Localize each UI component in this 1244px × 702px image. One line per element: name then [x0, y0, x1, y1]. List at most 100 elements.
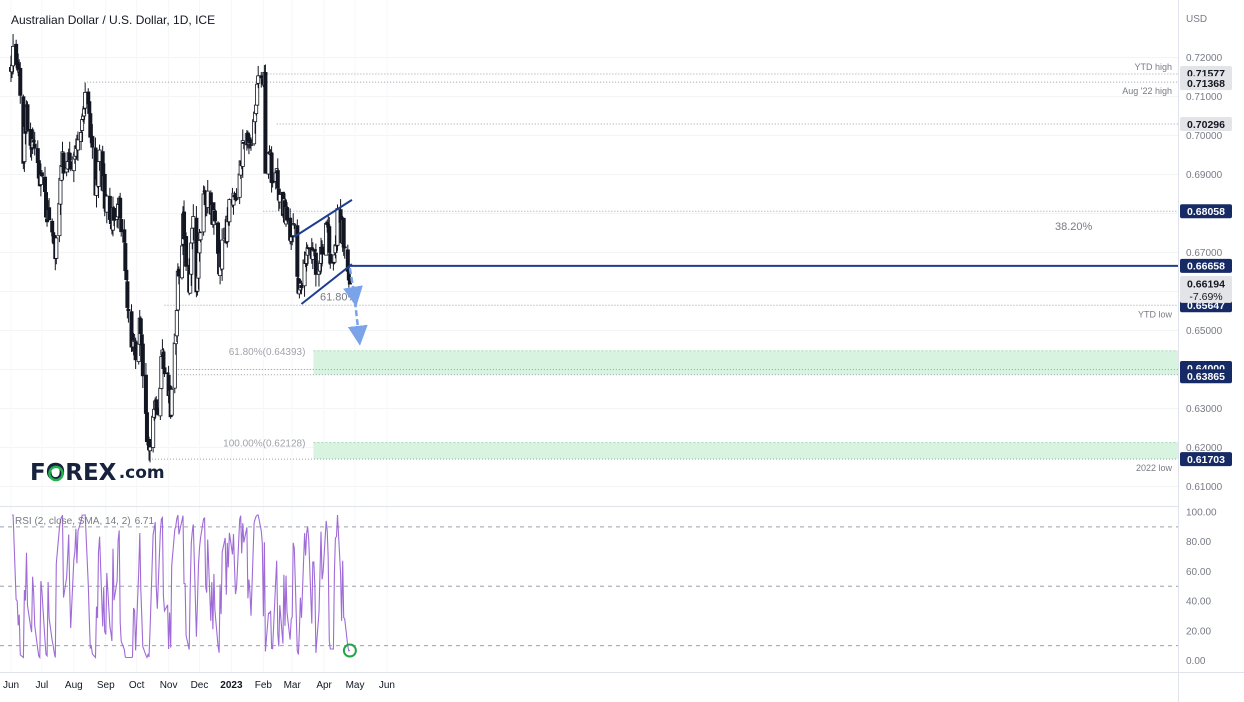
current-price-change: -7.69% — [1189, 291, 1222, 303]
candle-body — [292, 223, 297, 226]
time-tick-label: Feb — [255, 680, 273, 691]
candle-body — [255, 83, 260, 106]
time-tick-label: Mar — [284, 680, 302, 691]
price-tick-label: 0.71000 — [1186, 92, 1223, 103]
candlesticks — [8, 34, 352, 463]
logo-suffix: .com — [119, 463, 165, 483]
candle-body — [162, 367, 167, 375]
candle-body — [184, 236, 189, 267]
time-tick-label: Jul — [36, 680, 49, 691]
rsi-value: 6.71 — [135, 516, 155, 527]
price-tick-label: 0.69000 — [1186, 170, 1223, 181]
time-tick-label: Sep — [97, 680, 115, 691]
candle-body — [18, 67, 23, 96]
current-price-badge — [1180, 275, 1232, 303]
candle-body — [313, 252, 318, 275]
rsi-oversold-marker — [342, 643, 357, 658]
rsi-tick-label: 40.00 — [1186, 597, 1211, 608]
time-tick-label: Apr — [316, 680, 332, 691]
candle-body — [138, 318, 143, 335]
candle-body — [174, 310, 179, 337]
logo-wordmark: FOREX — [30, 460, 117, 486]
candle-body — [240, 140, 245, 167]
candle-body — [291, 223, 296, 237]
rsi-tick-label: 80.00 — [1186, 537, 1211, 548]
price-tick-label: 0.63000 — [1186, 404, 1223, 415]
candle-body — [118, 197, 123, 219]
candle-body — [332, 254, 337, 263]
time-tick-label: 2023 — [220, 680, 243, 691]
time-tick-label: Aug — [65, 680, 83, 691]
candle-body — [126, 308, 131, 312]
candle-body — [165, 372, 170, 375]
rsi-indicator: RSI (2, close, SMA, 14, 2) 6.71 — [0, 514, 1178, 660]
candle-body — [220, 239, 225, 270]
level-label: Aug '22 high — [1122, 86, 1172, 96]
candle-body — [295, 225, 300, 277]
candle-body — [50, 220, 55, 233]
time-tick-label: Jun — [3, 680, 19, 691]
price-badges: 0.715770.713680.702960.680580.666580.656… — [1180, 65, 1232, 467]
candle-body — [158, 387, 163, 417]
candle-body — [247, 139, 252, 144]
price-badge — [1180, 452, 1232, 467]
price-badge-text: 0.70296 — [1187, 119, 1225, 131]
price-tick-label: 0.67000 — [1186, 248, 1223, 259]
target-zones: 61.80%(0.64393) 100.00%(0.62128) — [223, 347, 1179, 460]
target-zone-label: 61.80%(0.64393) — [229, 347, 306, 358]
time-axis: Jun Jul Aug Sep Oct Nov Dec 2023 Feb Mar Apr May Jun — [3, 680, 395, 691]
target-zone — [313, 442, 1179, 460]
price-badge — [1180, 116, 1232, 131]
candle-body — [82, 108, 87, 117]
rsi-tick-label: 100.00 — [1186, 508, 1217, 519]
rsi-tick-label: 60.00 — [1186, 567, 1211, 578]
candle-body — [212, 210, 217, 222]
candle-body — [197, 239, 202, 254]
level-label: YTD high — [1134, 62, 1172, 72]
candle-body — [22, 126, 27, 162]
candle-body — [122, 229, 127, 243]
forex-logo: FOREX .com — [30, 460, 165, 486]
candle-body — [79, 132, 84, 142]
candle-body — [256, 75, 261, 84]
candle-body — [179, 245, 184, 279]
time-tick-label: May — [346, 680, 365, 691]
price-tick-label: 0.62000 — [1186, 443, 1223, 454]
candle-body — [302, 259, 307, 287]
price-badge — [1180, 369, 1232, 384]
candle-body — [47, 207, 52, 221]
candle-body — [198, 232, 203, 241]
price-badge-text: 0.61703 — [1187, 454, 1225, 466]
rsi-label: RSI (2, close, SMA, 14, 2) — [15, 516, 131, 527]
level-label: 38.20% — [1055, 221, 1093, 233]
candle-body — [119, 219, 124, 233]
projection-arrows — [343, 267, 368, 346]
candle-body — [125, 281, 130, 308]
price-badge-text: 0.63865 — [1187, 371, 1225, 383]
target-zone-label: 100.00%(0.62128) — [223, 439, 305, 450]
price-badge-text: 0.71368 — [1187, 78, 1225, 90]
time-tick-label: Oct — [129, 680, 145, 691]
price-badge-text: 0.65647 — [1187, 300, 1225, 312]
candle-body — [328, 253, 333, 264]
candle-body — [144, 412, 149, 442]
level-label: YTD low — [1138, 309, 1173, 319]
candle-body — [227, 199, 232, 223]
current-price-value: 0.66194 — [1187, 278, 1225, 290]
candle-body — [275, 170, 280, 189]
logo-ring — [48, 465, 64, 482]
price-badge-text: 0.68058 — [1187, 206, 1225, 218]
candle-body — [299, 285, 304, 289]
candle-body — [148, 446, 153, 452]
candle-body — [254, 104, 259, 114]
price-tick-label: 0.61000 — [1186, 482, 1223, 493]
candle-body — [54, 237, 59, 259]
target-zone — [313, 350, 1179, 375]
candle-body — [67, 152, 72, 161]
candle-body — [124, 269, 129, 280]
price-badge — [1180, 76, 1232, 91]
candle-body — [58, 177, 63, 205]
candle-body — [169, 388, 174, 416]
rsi-axis: 100.00 80.00 60.00 40.00 20.00 0.00 — [1186, 508, 1217, 668]
